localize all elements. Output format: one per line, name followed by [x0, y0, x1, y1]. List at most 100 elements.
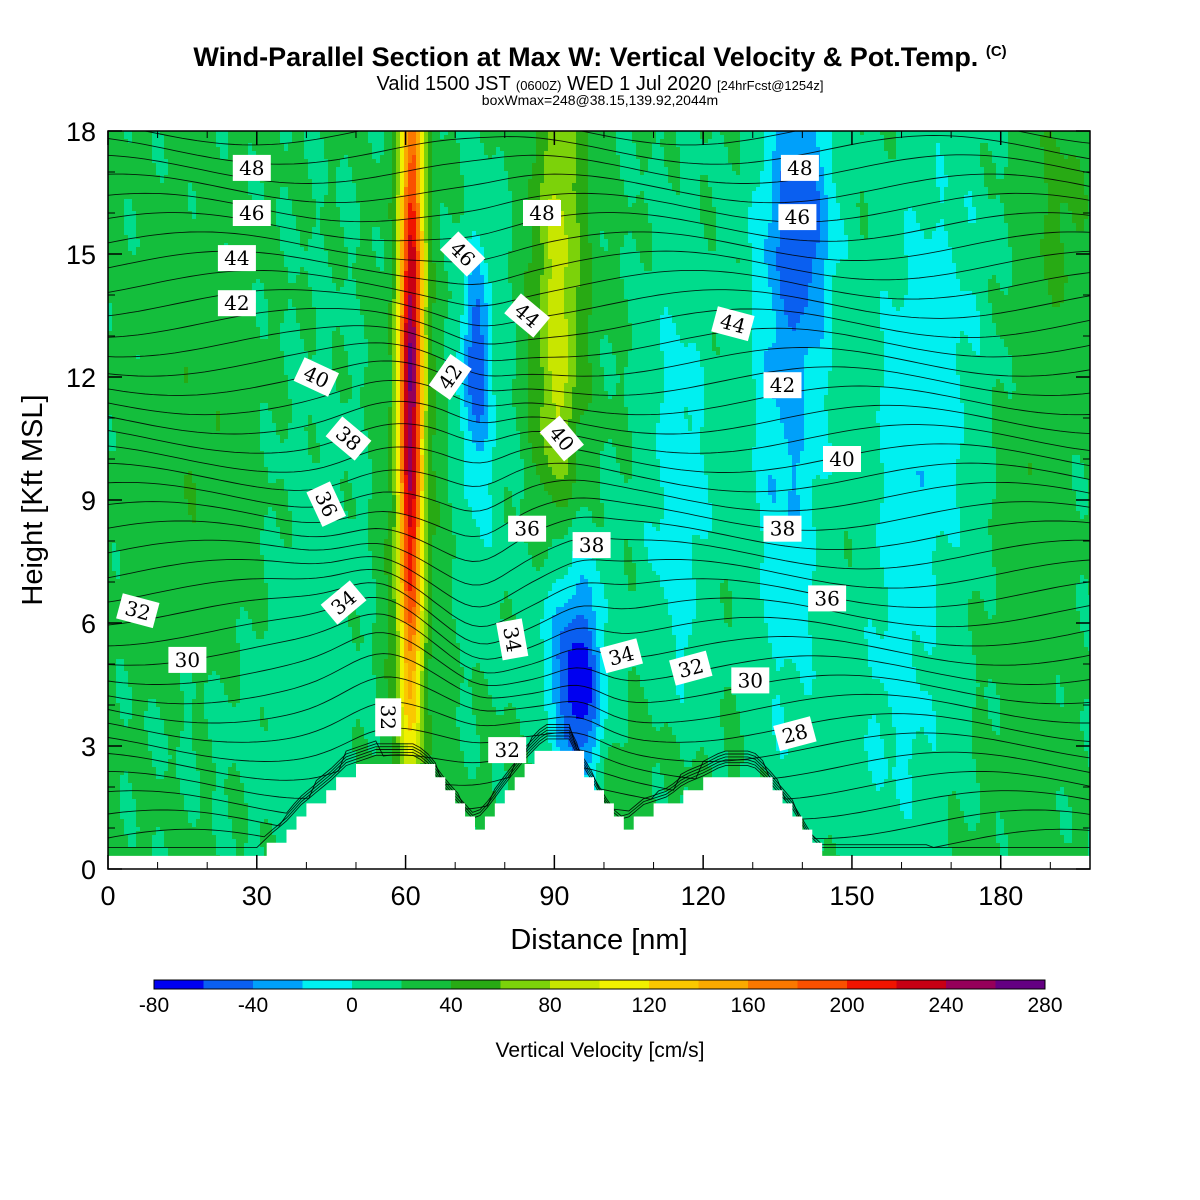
w-cell [868, 207, 873, 212]
w-cell [216, 147, 221, 152]
w-cell [948, 167, 953, 172]
w-cell [920, 147, 925, 152]
w-cell [824, 187, 829, 192]
w-cell [1028, 179, 1033, 184]
w-cell [376, 183, 381, 188]
w-cell [884, 207, 889, 212]
w-cell [836, 183, 841, 188]
w-cell [544, 163, 549, 168]
w-cell [416, 199, 421, 204]
w-cell [788, 191, 793, 196]
w-cell [864, 207, 869, 212]
w-cell [1012, 199, 1017, 204]
w-cell [812, 187, 817, 192]
w-cell [700, 151, 705, 156]
w-cell [856, 207, 861, 212]
w-cell [600, 207, 605, 212]
w-cell [672, 139, 677, 144]
w-cell [484, 163, 489, 168]
w-cell [528, 159, 533, 164]
w-cell [780, 143, 785, 148]
w-cell [276, 163, 281, 168]
w-cell [760, 171, 765, 176]
w-cell [432, 199, 437, 204]
w-cell [680, 147, 685, 152]
w-cell [968, 195, 973, 200]
w-cell [196, 175, 201, 180]
w-cell [920, 171, 925, 176]
w-cell [268, 147, 273, 152]
w-cell [112, 195, 117, 200]
w-cell [732, 159, 737, 164]
w-cell [596, 167, 601, 172]
w-cell [532, 163, 537, 168]
w-cell [952, 203, 957, 208]
w-cell [720, 135, 725, 140]
w-cell [708, 155, 713, 160]
w-cell [400, 203, 405, 208]
w-cell [316, 155, 321, 160]
w-cell [688, 187, 693, 192]
w-cell [1024, 139, 1029, 144]
w-cell [484, 151, 489, 156]
w-cell [316, 143, 321, 148]
w-cell [996, 175, 1001, 180]
w-cell [1040, 179, 1045, 184]
w-cell [636, 207, 641, 212]
w-cell [252, 187, 257, 192]
w-cell [492, 199, 497, 204]
w-cell [668, 139, 673, 144]
w-cell [764, 203, 769, 208]
w-cell [900, 171, 905, 176]
w-cell [576, 187, 581, 192]
w-cell [152, 151, 157, 156]
w-cell [716, 159, 721, 164]
w-cell [516, 207, 521, 212]
w-cell [916, 207, 921, 212]
w-cell [536, 179, 541, 184]
w-cell [452, 183, 457, 188]
w-cell [124, 179, 129, 184]
w-cell [332, 203, 337, 208]
w-cell [856, 147, 861, 152]
w-cell [888, 191, 893, 196]
w-cell [192, 143, 197, 148]
w-cell [312, 203, 317, 208]
w-cell [900, 147, 905, 152]
w-cell [352, 151, 357, 156]
w-cell [224, 207, 229, 212]
w-cell [308, 191, 313, 196]
w-cell [912, 207, 917, 212]
w-cell [188, 175, 193, 180]
w-cell [420, 163, 425, 168]
w-cell [404, 159, 409, 164]
w-cell [292, 207, 297, 212]
w-cell [532, 167, 537, 172]
w-cell [784, 195, 789, 200]
w-cell [1028, 155, 1033, 160]
w-cell [688, 147, 693, 152]
w-cell [572, 203, 577, 208]
w-cell [284, 159, 289, 164]
w-cell [936, 171, 941, 176]
w-cell [540, 163, 545, 168]
w-cell [792, 199, 797, 204]
w-cell [204, 143, 209, 148]
w-cell [752, 187, 757, 192]
w-cell [568, 151, 573, 156]
w-cell [768, 167, 773, 172]
w-cell [484, 183, 489, 188]
w-cell [368, 147, 373, 152]
w-cell [232, 139, 237, 144]
w-cell [1060, 207, 1065, 212]
w-cell [904, 139, 909, 144]
w-cell [124, 151, 129, 156]
w-cell [352, 195, 357, 200]
w-cell [872, 151, 877, 156]
w-cell [704, 147, 709, 152]
w-cell [460, 155, 465, 160]
w-cell [476, 147, 481, 152]
w-cell [636, 151, 641, 156]
w-cell [724, 167, 729, 172]
w-cell [1068, 187, 1073, 192]
